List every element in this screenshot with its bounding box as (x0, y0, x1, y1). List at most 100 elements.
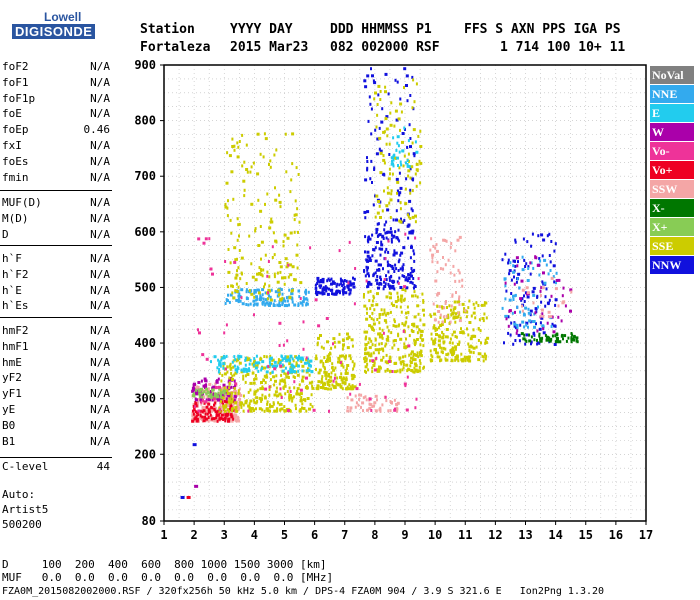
echo-point-sse-low (282, 386, 285, 390)
echo-point-sse-f (372, 318, 375, 322)
echo-point-sse-low (269, 371, 272, 375)
echo-point-nnw-f (411, 269, 415, 273)
echo-point-sse-f (418, 328, 421, 332)
echo-point-nne-band (290, 292, 293, 296)
echo-point-sse-f (371, 366, 374, 370)
echo-point-nnw-spread (406, 224, 410, 228)
echo-point-nnw-12 (554, 303, 557, 307)
echo-point-ssw-10 (449, 271, 452, 275)
echo-point-sse-10 (485, 316, 488, 320)
echo-point-sse-low (249, 409, 252, 413)
echo-point-sse-10 (436, 327, 438, 331)
echo-point-sse-mid (333, 386, 337, 389)
echo-point-x-plus-low (201, 395, 204, 399)
echo-point-nnw-f (380, 240, 383, 244)
echo-point-ssw-10 (457, 268, 460, 272)
echo-point-vo-minus-mix (414, 236, 417, 240)
echo-point-w-13 (515, 331, 518, 335)
echo-point-nne-band (229, 293, 233, 297)
echo-point-sse-mid (322, 364, 325, 368)
echo-point-nnw-f (382, 287, 385, 291)
echo-point-sse-low (283, 371, 286, 375)
echo-point-sse-low (252, 381, 256, 385)
echo-point-ssw-10 (438, 305, 441, 309)
echo-point-sse-low (287, 376, 290, 379)
echo-point-sse-spread (241, 133, 244, 137)
echo-point-sse-f (390, 292, 392, 296)
echo-point-nnw-f (385, 236, 388, 240)
echo-point-sse-spread (229, 218, 232, 222)
echo-point-nnw-spread (366, 168, 369, 172)
echo-point-nnw-mid (315, 291, 319, 295)
footer-file-info: FZA0M_2015082002000.RSF / 320fx256h 50 k… (2, 586, 605, 597)
echo-point-sse-10 (473, 334, 477, 338)
echo-point-nnw-spread (412, 152, 416, 156)
echo-point-nne-12 (533, 320, 536, 323)
echo-point-x-minus-13 (563, 334, 567, 338)
echo-point-nnw-f (390, 240, 393, 244)
echo-point-sse-10 (446, 316, 450, 320)
echo-point-sse-low (262, 378, 265, 382)
echo-point-nnw-12 (548, 298, 551, 302)
echo-point-nne-band (280, 288, 283, 292)
echo-point-vo-plus-low (204, 412, 207, 416)
echo-point-x-plus-low (205, 392, 208, 396)
echo-point-sse-10 (435, 333, 438, 336)
echo-point-e-low (219, 364, 222, 368)
echo-point-vo-plus-low (224, 419, 227, 423)
echo-point-sse-mid (351, 387, 355, 391)
x-tick-label: 7 (341, 528, 348, 542)
echo-point-nne-band (241, 302, 245, 306)
echo-point-nnw-f (409, 271, 412, 275)
echo-point-sse-f (417, 312, 420, 316)
echo-point-nnw-spread (405, 177, 408, 181)
echo-point-ssw-10 (444, 302, 447, 305)
param-name: M(D) (2, 211, 29, 225)
echo-point-sse-low (299, 399, 302, 403)
echo-point-vo-minus-mix (328, 409, 330, 413)
echo-point-nnw-spread (380, 120, 384, 124)
echo-point-vo-minus-mix (384, 395, 387, 399)
echo-point-sse-low (279, 408, 282, 412)
echo-point-nnw-mid (318, 284, 321, 288)
echo-point-sse-low (301, 402, 304, 406)
echo-point-sse-top (399, 207, 402, 211)
echo-point-nnw-f (380, 278, 382, 282)
echo-point-sse-10 (465, 315, 468, 319)
echo-point-nne-band (258, 298, 262, 301)
echo-point-sse-10 (459, 316, 462, 320)
echo-point-sse-f (392, 324, 395, 328)
digisonde-logo: Lowell DIGISONDE (4, 6, 114, 46)
echo-point-w-low (227, 394, 230, 398)
echo-point-nnw-spread (409, 167, 412, 171)
param-name: foF2 (2, 60, 29, 73)
echo-point-ssw-10 (439, 267, 442, 271)
echo-point-nne-12 (549, 269, 552, 272)
echo-point-e-top (407, 139, 410, 143)
echo-point-sse-10 (437, 343, 441, 347)
echo-point-sse-mid (325, 360, 327, 363)
echo-point-vo-minus-mix (406, 375, 409, 379)
echo-point-sse-10 (445, 328, 449, 331)
echo-point-vo-minus-mix (279, 387, 282, 391)
echo-point-vo-minus-mix (286, 339, 289, 343)
echo-point-sse-spread (297, 173, 300, 176)
echo-point-sse-spread (289, 295, 292, 299)
echo-point-vo-minus-mix (305, 376, 308, 380)
echo-point-vo-minus-mix (339, 361, 342, 364)
echo-point-ssw-mid (379, 409, 382, 413)
echo-point-sse-spread (261, 274, 264, 278)
echo-point-sse-mid (330, 387, 333, 391)
echo-point-e-low (257, 369, 260, 373)
echo-point-ssw-mid (376, 398, 378, 402)
echo-point-nnw-mid (324, 285, 327, 289)
echo-point-ssw-10 (449, 320, 452, 324)
footer-muf-row: MUF 0.0 0.0 0.0 0.0 0.0 0.0 0.0 0.0 [MHz… (2, 571, 334, 584)
echo-point-sse-low (286, 355, 289, 359)
echo-point-x-plus-low (209, 395, 213, 399)
echo-point-vo-minus-mix (264, 387, 268, 391)
echo-point-sse-f (401, 288, 405, 291)
echo-point-nne-band (227, 293, 229, 297)
echo-point-sse-spread (256, 272, 259, 276)
echo-point-e-low (305, 369, 308, 373)
